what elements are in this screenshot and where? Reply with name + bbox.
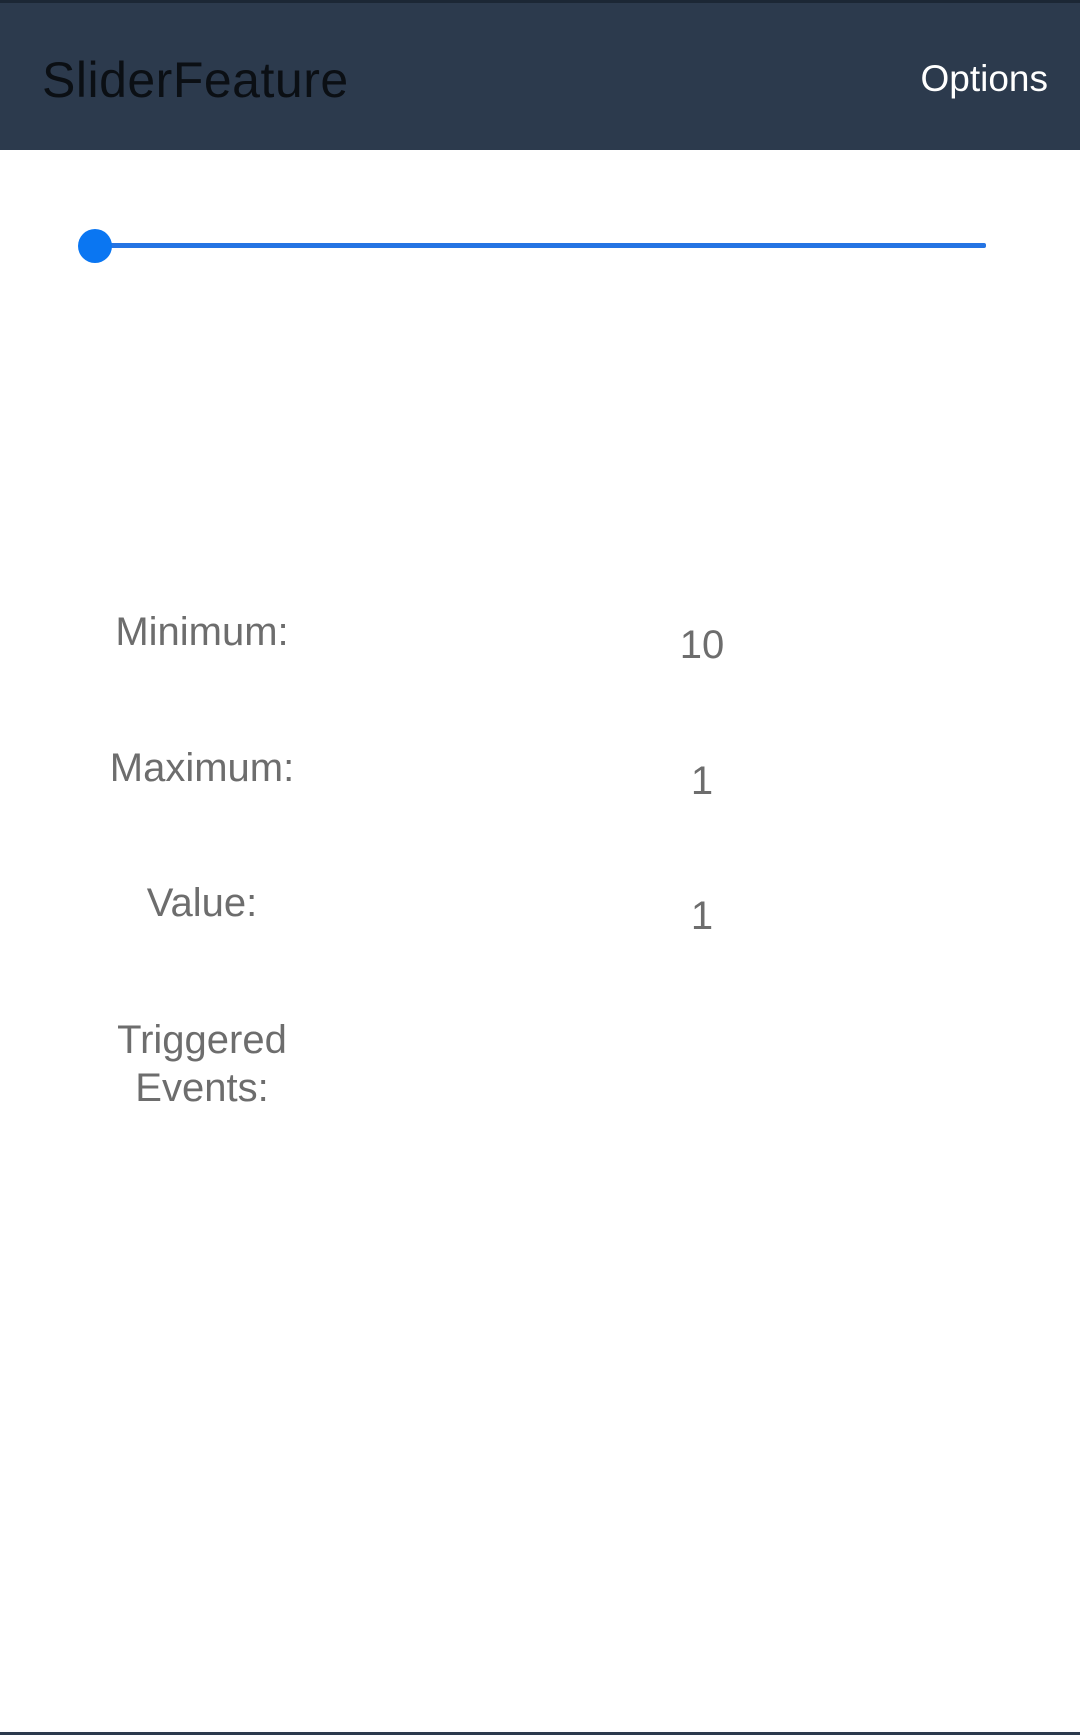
value-slider[interactable] [78,224,988,268]
app-toolbar: SliderFeature Options [0,0,1080,150]
maximum-value: 1 [690,759,714,803]
current-value: 1 [690,894,714,938]
options-menu-button[interactable]: Options [920,58,1048,99]
triggered-events-label: Triggered Events: [37,1016,367,1112]
value-label: Value: [146,881,258,925]
toolbar-title: SliderFeature [42,52,349,108]
maximum-label: Maximum: [109,746,295,790]
triggered-events-label-line2: Events: [135,1066,269,1110]
slider-track [95,243,986,248]
slider-thumb[interactable] [78,229,112,263]
bottom-divider [0,1732,1080,1735]
minimum-label: Minimum: [115,610,289,654]
triggered-events-label-line1: Triggered [117,1018,287,1062]
minimum-value: 10 [679,623,725,667]
